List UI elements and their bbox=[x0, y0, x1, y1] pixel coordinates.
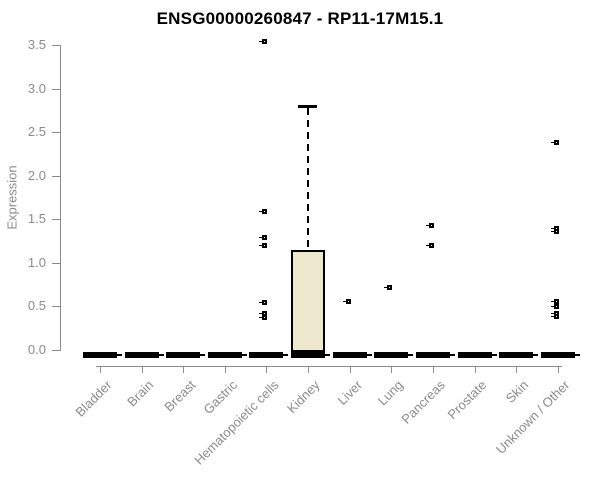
boxplot-median-tail bbox=[449, 354, 455, 356]
y-tick-label: 1.5 bbox=[27, 211, 46, 227]
x-tick-label: Bladder bbox=[72, 377, 115, 420]
x-tick-label: Liver bbox=[334, 377, 365, 408]
boxplot-median-tail bbox=[408, 354, 414, 356]
y-tick-label: 1.0 bbox=[27, 254, 46, 270]
boxplot-median-bar bbox=[374, 352, 409, 358]
y-tick bbox=[52, 88, 60, 90]
x-tick bbox=[516, 366, 518, 373]
x-tick-label: Skin bbox=[502, 377, 532, 406]
outlier-point bbox=[550, 228, 559, 234]
x-tick-label: Kidney bbox=[284, 377, 324, 417]
boxplot-median-tail bbox=[533, 354, 539, 356]
boxplot-whisker bbox=[307, 108, 310, 250]
x-tick bbox=[474, 366, 476, 373]
boxplot-median-bar bbox=[291, 352, 326, 358]
x-tick-label: Pancreas bbox=[398, 377, 448, 427]
x-tick bbox=[432, 366, 434, 373]
x-tick-label: Hematopoietic cells bbox=[191, 377, 282, 468]
boxplot-box bbox=[291, 249, 326, 352]
y-tick bbox=[52, 262, 60, 264]
y-tick-label: 3.5 bbox=[27, 37, 46, 52]
x-tick-label: Gastric bbox=[200, 377, 240, 418]
boxplot-median-bar bbox=[457, 352, 492, 358]
boxplot-median-bar bbox=[540, 352, 575, 358]
outlier-point bbox=[550, 303, 559, 309]
x-tick bbox=[183, 366, 185, 373]
chart-title: ENSG00000260847 - RP11-17M15.1 bbox=[156, 9, 444, 28]
x-tick bbox=[557, 366, 559, 373]
boxplot-median-tail bbox=[283, 354, 289, 356]
outlier-point bbox=[550, 226, 559, 231]
x-tick-label: Brain bbox=[124, 377, 157, 410]
y-tick-label: 2.5 bbox=[27, 124, 46, 140]
outlier-point bbox=[342, 299, 351, 305]
boxplot-median-bar bbox=[83, 352, 117, 358]
outlier-point bbox=[425, 223, 434, 229]
boxplot-median-bar bbox=[124, 352, 159, 358]
x-tick bbox=[266, 366, 268, 373]
y-tick-label: 3.0 bbox=[27, 80, 46, 96]
x-tick-label: Prostate bbox=[444, 377, 490, 423]
x-tick bbox=[141, 366, 143, 373]
x-tick-label: Lung bbox=[375, 377, 407, 409]
boxplot-median-tail bbox=[491, 354, 497, 356]
boxplot-median-tail bbox=[574, 354, 580, 356]
outlier-point bbox=[259, 243, 268, 249]
outlier-point bbox=[425, 243, 434, 249]
outlier-point bbox=[259, 300, 268, 306]
outlier-point bbox=[550, 139, 559, 145]
y-tick-label: 0.5 bbox=[27, 298, 46, 314]
x-tick bbox=[100, 366, 101, 373]
boxplot-median-tail bbox=[325, 354, 331, 356]
y-tick-label: 0.0 bbox=[27, 342, 46, 357]
y-tick bbox=[52, 132, 60, 134]
outlier-point bbox=[550, 299, 559, 305]
boxplot-whisker-cap bbox=[298, 105, 318, 108]
x-axis-line bbox=[96, 366, 562, 367]
outlier-point bbox=[550, 310, 559, 316]
x-tick-label: Unknown / Other bbox=[493, 377, 573, 457]
x-tick bbox=[349, 366, 351, 373]
outlier-point bbox=[259, 234, 268, 240]
y-tick bbox=[52, 350, 60, 351]
x-tick-label: Breast bbox=[160, 377, 199, 415]
boxplot-median-tail bbox=[117, 354, 122, 356]
boxplot-median-tail bbox=[158, 354, 164, 356]
y-tick bbox=[52, 45, 60, 46]
x-tick bbox=[224, 366, 226, 373]
y-tick bbox=[52, 306, 60, 308]
y-axis-line bbox=[60, 45, 61, 351]
x-tick bbox=[308, 366, 310, 373]
x-tick bbox=[391, 366, 393, 373]
outlier-point bbox=[259, 208, 268, 214]
boxplot-median-bar bbox=[332, 352, 367, 358]
outlier-point bbox=[384, 285, 393, 291]
outlier-point bbox=[550, 314, 559, 319]
boxplot-median-tail bbox=[200, 354, 206, 356]
boxplot-median-tail bbox=[241, 354, 247, 356]
outlier-point bbox=[259, 38, 268, 44]
boxplot-median-bar bbox=[207, 352, 242, 358]
outlier-point bbox=[259, 314, 268, 320]
boxplot-median-bar bbox=[249, 352, 284, 358]
boxplot-median-tail bbox=[366, 354, 372, 356]
boxplot-median-bar bbox=[415, 352, 450, 358]
outlier-point bbox=[259, 311, 268, 317]
y-tick bbox=[52, 175, 60, 177]
y-tick-label: 2.0 bbox=[27, 167, 46, 183]
y-tick bbox=[52, 219, 60, 221]
boxplot-median-bar bbox=[499, 352, 534, 358]
boxplot-median-bar bbox=[166, 352, 201, 358]
